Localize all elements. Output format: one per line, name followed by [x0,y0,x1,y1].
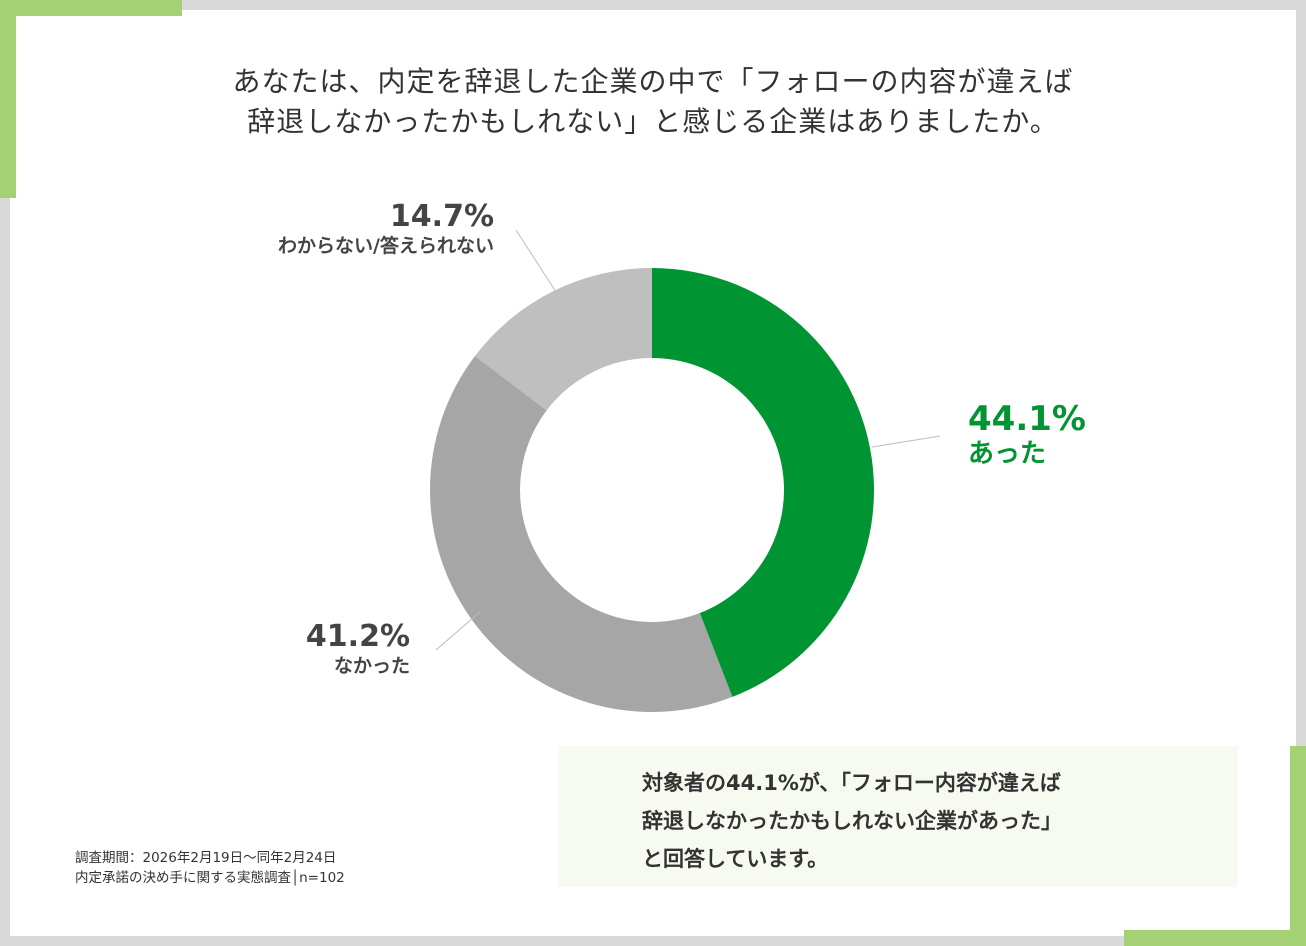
summary-box: 対象者の44.1%が、「フォロー内容が違えば 辞退しなかったかもしれない企業があ… [558,746,1238,887]
corner-accent-right [1290,746,1306,946]
category-label-no: なかった [333,655,410,677]
summary-line-1: 対象者の44.1%が、「フォロー内容が違えば [642,771,1061,795]
donut-slice-unknown [474,268,652,411]
label-no: 41.2% なかった [306,620,410,678]
donut-slice-yes [652,268,874,697]
corner-accent-bottom [1124,930,1306,946]
survey-period: 調査期間：2026年2月19日～同年2月24日 [75,850,337,866]
title-line-2: 辞退しなかったかもしれない」と感じる企業はありましたか。 [247,105,1059,138]
survey-name: 内定承諾の決め手に関する実態調査│n=102 [75,870,345,886]
summary-line-2: 辞退しなかったかもしれない企業があった」 [642,809,1062,833]
data-label-yes: 44.1% [968,399,1086,439]
title-line-1: あなたは、内定を辞退した企業の中で「フォローの内容が違えば [232,65,1074,98]
leader-line-no [435,611,481,651]
chart-title: あなたは、内定を辞退した企業の中で「フォローの内容が違えば 辞退しなかったかもし… [0,62,1306,142]
footer-note: 調査期間：2026年2月19日～同年2月24日 内定承諾の決め手に関する実態調査… [75,848,345,888]
label-unknown: 14.7% わからない/答えられない [278,200,494,258]
leader-line-unknown [515,229,557,293]
corner-accent-top [0,0,182,16]
summary-line-3: と回答しています。 [642,847,829,871]
leader-line-yes [871,435,941,448]
data-label-unknown: 14.7% [389,199,494,234]
category-label-unknown: わからない/答えられない [278,235,494,257]
category-label-yes: あった [968,439,1047,469]
corner-accent-left [0,0,16,198]
donut-slice-no [429,356,733,713]
data-label-no: 41.2% [305,619,410,654]
label-yes: 44.1% あった [968,400,1086,470]
